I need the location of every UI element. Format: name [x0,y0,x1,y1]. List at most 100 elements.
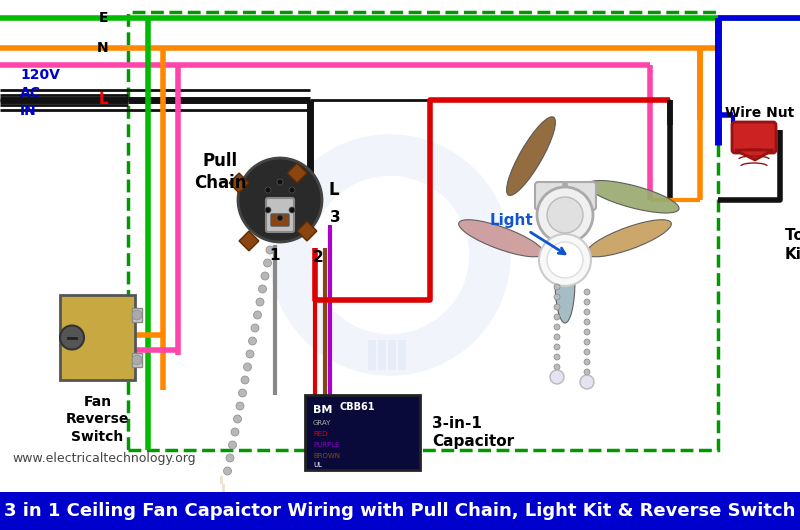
Circle shape [238,158,322,242]
Text: 3: 3 [330,210,340,225]
Circle shape [584,349,590,355]
Bar [224,492,227,500]
Circle shape [223,467,231,475]
Text: 120V: 120V [20,68,60,82]
Bar [305,395,420,470]
Circle shape [584,359,590,365]
Bar [128,12,718,450]
Text: 3-in-1
Capacitor: 3-in-1 Capacitor [432,416,514,449]
Circle shape [263,259,271,267]
Circle shape [236,402,244,410]
Circle shape [584,369,590,375]
Polygon shape [735,150,773,160]
FancyBboxPatch shape [266,198,294,232]
FancyBboxPatch shape [271,214,289,226]
Circle shape [246,350,254,358]
Circle shape [238,389,246,397]
Circle shape [60,325,84,349]
Text: N: N [96,41,108,55]
Circle shape [550,370,564,384]
Circle shape [254,311,262,319]
Bar [0,492,800,530]
Text: E: E [98,11,108,25]
Text: RED: RED [313,431,327,437]
Text: IN: IN [20,104,37,118]
Circle shape [249,337,257,345]
Circle shape [554,334,560,340]
Circle shape [554,364,560,370]
Bar [398,340,406,370]
FancyBboxPatch shape [732,122,776,153]
Circle shape [251,324,259,332]
Circle shape [261,272,269,280]
Text: CBB61: CBB61 [340,402,375,412]
Circle shape [265,187,271,193]
Bar [297,221,317,241]
Text: BM: BM [313,405,332,415]
Ellipse shape [506,117,555,196]
Ellipse shape [586,220,671,257]
Bar [232,524,235,530]
Text: L: L [98,93,108,108]
Circle shape [584,339,590,345]
Bar [378,340,386,370]
Bar [220,476,223,484]
Bar [132,353,142,367]
Circle shape [234,415,242,423]
Circle shape [256,298,264,306]
Ellipse shape [555,238,575,323]
Text: Fan
Reverse
Switch: Fan Reverse Switch [66,395,129,444]
Text: UL: UL [313,462,322,468]
Circle shape [584,319,590,325]
Circle shape [584,289,590,295]
Circle shape [132,355,142,365]
Text: Wire Nut: Wire Nut [726,106,794,120]
Circle shape [241,376,249,384]
Bar [368,340,376,370]
Circle shape [554,284,560,290]
Text: L: L [328,181,338,199]
Bar [132,308,142,322]
Circle shape [132,310,142,320]
Circle shape [539,234,591,286]
Circle shape [258,285,266,293]
Text: Light: Light [490,213,565,254]
Ellipse shape [587,181,679,213]
Bar [239,231,259,251]
Circle shape [243,363,251,371]
Ellipse shape [458,220,543,257]
Circle shape [584,299,590,305]
Text: PURPLE: PURPLE [313,442,339,448]
Circle shape [554,304,560,310]
Circle shape [265,207,271,213]
Circle shape [554,354,560,360]
Circle shape [554,314,560,320]
Circle shape [229,441,237,449]
Bar [230,516,233,524]
Text: 2: 2 [313,251,323,266]
Circle shape [554,344,560,350]
Bar [222,484,225,492]
Text: 1: 1 [270,248,280,262]
Bar [226,500,229,508]
Text: AC: AC [20,86,41,100]
Text: GRAY: GRAY [313,420,331,426]
Circle shape [289,187,295,193]
Circle shape [547,242,583,278]
Circle shape [554,294,560,300]
Text: BROWN: BROWN [313,453,340,459]
Text: www.electricaltechnology.org: www.electricaltechnology.org [12,452,196,465]
FancyBboxPatch shape [535,182,596,210]
Bar [228,508,231,516]
Circle shape [277,179,283,185]
Circle shape [277,215,283,221]
Circle shape [584,309,590,315]
Circle shape [554,324,560,330]
Bar [60,295,135,380]
Bar [229,173,249,193]
Circle shape [231,428,239,436]
Bar [388,340,396,370]
Circle shape [584,329,590,335]
Text: 3 in 1 Ceiling Fan Capaictor Wiring with Pull Chain, Light Kit & Reverse Switch: 3 in 1 Ceiling Fan Capaictor Wiring with… [4,502,796,520]
Circle shape [266,246,274,254]
